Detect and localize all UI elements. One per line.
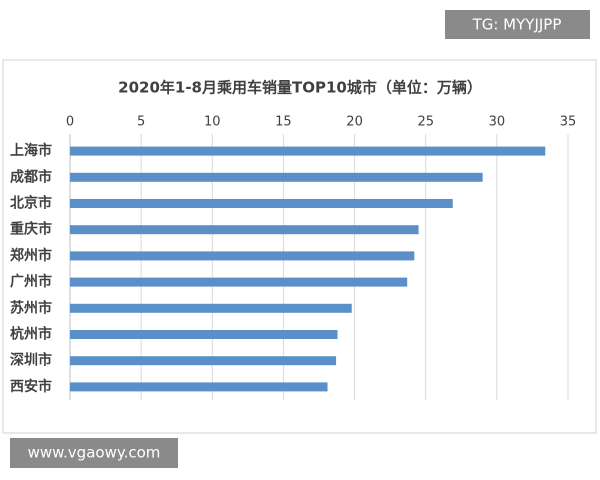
x-tick-label: 0 xyxy=(66,115,74,130)
y-tick-label: 西安市 xyxy=(10,378,52,395)
y-tick-label: 杭州市 xyxy=(10,326,52,343)
y-tick-label: 北京市 xyxy=(10,195,52,212)
bar xyxy=(70,330,338,339)
watermark-box xyxy=(445,10,590,39)
x-tick-label: 5 xyxy=(137,115,145,130)
x-tick-label: 30 xyxy=(489,115,506,130)
bar xyxy=(70,199,453,208)
bar xyxy=(70,172,483,182)
watermark: www.vgaowy.com xyxy=(28,444,161,462)
y-tick-label: 深圳市 xyxy=(10,352,52,369)
bar xyxy=(70,277,408,287)
bar xyxy=(70,382,328,392)
y-tick-label: 郑州市 xyxy=(10,247,52,264)
bar xyxy=(70,356,337,366)
y-tick-label: 苏州市 xyxy=(10,299,52,316)
y-tick-label: 上海市 xyxy=(10,142,52,159)
watermark: TG: MYYJJPP xyxy=(472,16,562,34)
x-tick-label: 15 xyxy=(275,115,292,130)
bar xyxy=(70,251,415,261)
y-tick-label: 成都市 xyxy=(10,168,52,185)
bar xyxy=(70,303,352,313)
chart-title: 2020年1-8月乘用车销量TOP10城市（单位：万辆） xyxy=(118,79,482,97)
bar xyxy=(70,225,419,235)
x-tick-label: 25 xyxy=(417,115,434,130)
x-tick-label: 10 xyxy=(204,115,221,130)
bar xyxy=(70,146,546,156)
x-tick-label: 35 xyxy=(560,115,577,130)
watermark-box xyxy=(10,438,178,468)
y-tick-label: 广州市 xyxy=(10,273,52,290)
chart-frame xyxy=(2,59,597,434)
x-tick-label: 20 xyxy=(346,115,363,130)
y-tick-label: 重庆市 xyxy=(10,221,52,238)
